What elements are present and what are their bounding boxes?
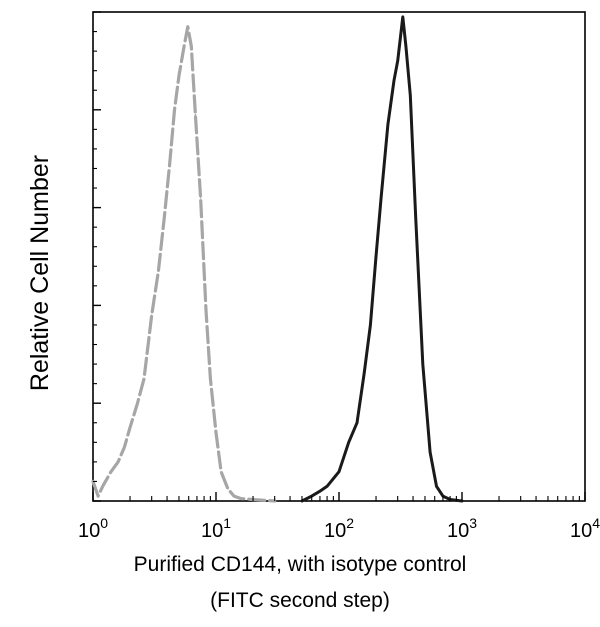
series-2-point [375,255,377,258]
x-tick-label: 104 [570,515,600,542]
series-2-point [405,45,407,47]
series-1-point [178,74,180,77]
series-1-point [150,314,153,317]
plot-frame [92,11,586,502]
series-1-point [220,470,222,473]
series-2-point [402,16,404,18]
series-1-point [163,216,166,219]
series-1-point [233,495,235,497]
x-tick-label-exponent: 4 [592,515,600,531]
series-2-point [422,363,424,365]
series-2-point [363,373,365,375]
x-axis-label-line-2: (FITC second step) [210,589,390,612]
series-2-point [429,451,431,453]
series-1-point [199,197,202,199]
plot-area [92,11,586,502]
series-2-point [347,441,350,444]
series-2-point [338,470,340,473]
series-2-point [369,324,372,326]
series-2-point [380,197,382,199]
series-1-point [209,378,212,380]
series-1-point [129,426,131,429]
series-2-point [393,79,395,82]
series-1-point [194,113,197,116]
series-2-point [356,422,358,424]
series-1-group [91,25,277,503]
series-2-point [409,94,412,96]
x-tick-label-exponent: 1 [223,515,231,531]
series-2-point [435,485,438,488]
x-tick-label: 103 [447,515,477,542]
series-1-point [157,270,160,273]
series-1-point [190,45,193,47]
x-axis-label: Purified CD144, with isotype control [133,553,467,576]
x-tick-label-base: 10 [324,520,346,542]
series-2-point [396,60,399,62]
series-1-point [240,497,242,500]
series-1-point [97,495,99,497]
x-tick-label-exponent: 0 [100,515,108,531]
x-tick-label: 100 [78,515,108,542]
series-1-line [91,25,277,503]
series-2-point [387,123,389,126]
series-1-point [215,431,217,434]
series-2-point [326,485,328,488]
y-axis-label: Relative Cell Number [26,154,54,392]
series-1-point [123,446,126,449]
x-tick-label: 102 [324,515,354,542]
series-1-point [168,162,171,165]
series-1-point [227,488,229,490]
series-1-point [136,402,139,405]
x-tick-label-base: 10 [570,520,592,542]
x-tick-label-exponent: 3 [469,515,477,531]
series-2-group [300,15,464,503]
x-tick-label-base: 10 [201,520,223,542]
series-1-point [173,109,176,111]
series-2-point [319,490,321,493]
series-1-point [183,45,185,47]
x-tick-label: 101 [201,515,231,542]
series-2-point [414,216,417,219]
series-1-point [143,378,145,380]
series-layer [91,15,464,503]
series-1-point [205,309,207,312]
series-1-point [101,485,104,488]
x-tick-label-base: 10 [447,520,469,542]
series-1-point [110,470,112,473]
series-1-point [117,461,119,463]
x-tick-label-base: 10 [78,520,100,542]
x-tick-label-exponent: 2 [346,515,354,531]
series-1-point [187,25,189,28]
tick-layer: 100 101 102 103 104 [78,11,600,542]
series-2-line [300,15,464,503]
